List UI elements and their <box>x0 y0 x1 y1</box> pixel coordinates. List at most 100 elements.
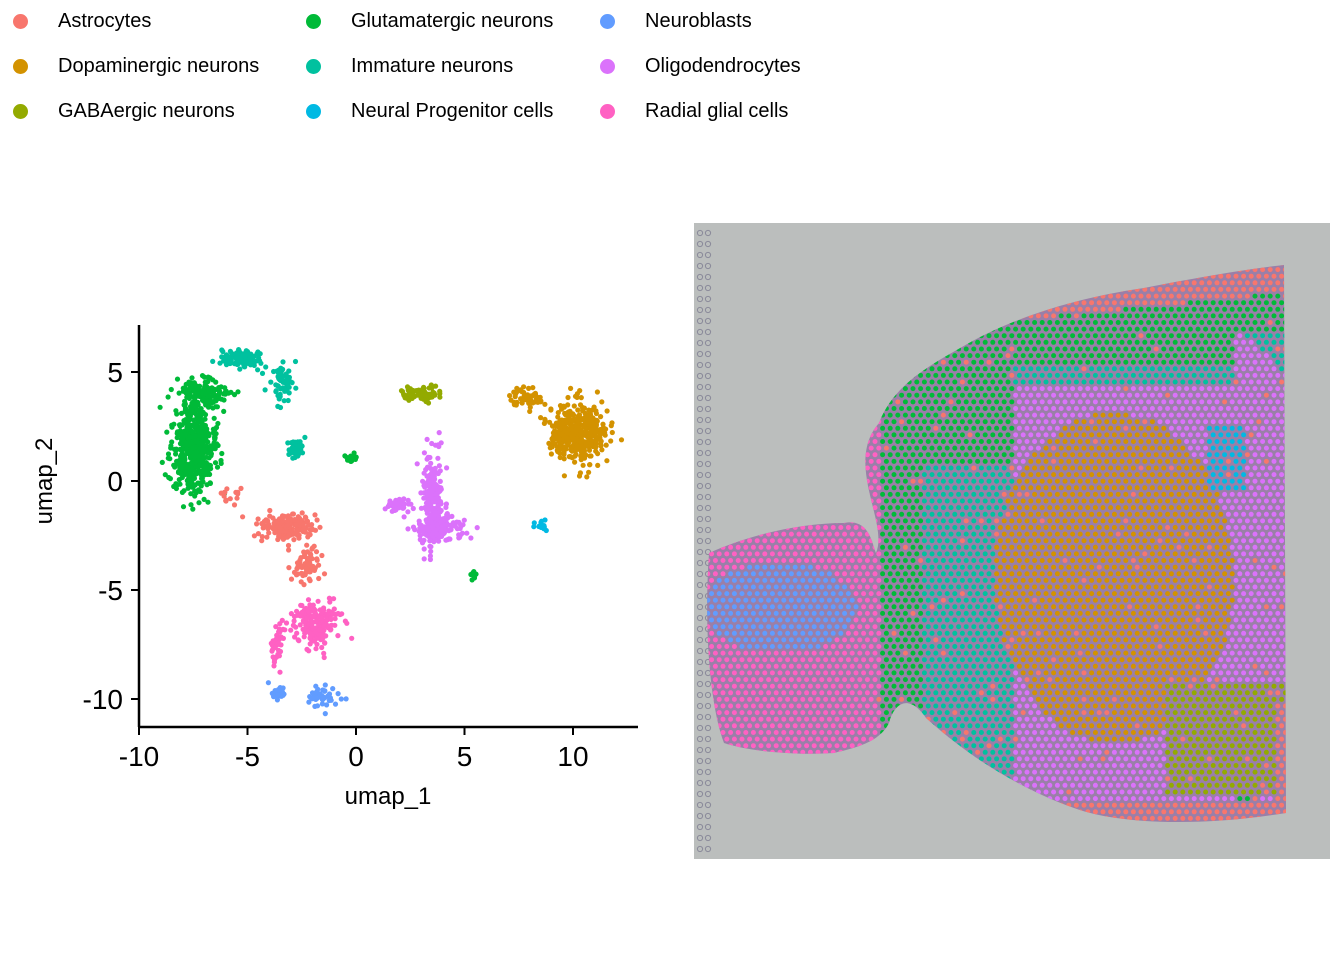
spatial-spot <box>1244 333 1250 339</box>
spatial-spot <box>1244 359 1250 365</box>
spatial-spot <box>1142 300 1148 306</box>
spatial-spot <box>1058 326 1064 332</box>
spatial-spot <box>1153 333 1159 339</box>
spatial-spot <box>933 386 939 392</box>
spatial-spot <box>952 353 958 359</box>
spatial-spot <box>1229 306 1235 312</box>
spatial-spot <box>1275 320 1281 325</box>
umap-point <box>609 429 615 436</box>
umap-point <box>302 434 308 440</box>
spatial-spot <box>1123 425 1129 431</box>
spatial-spot <box>1104 379 1110 385</box>
umap-point <box>437 390 443 397</box>
umap-point <box>319 552 325 559</box>
spatial-spot <box>1153 320 1159 325</box>
spatial-spot <box>910 399 916 405</box>
spatial-spot <box>1252 333 1258 339</box>
legend-item: Dopaminergic neurons <box>13 54 259 78</box>
spatial-spot <box>1108 439 1114 444</box>
umap-point <box>548 406 554 412</box>
spatial-spot <box>1016 439 1022 444</box>
umap-point <box>565 409 572 415</box>
spatial-spot <box>994 412 1000 418</box>
spatial-spot <box>1218 392 1224 398</box>
spatial-spot <box>1168 306 1174 312</box>
spatial-spot <box>1233 406 1239 411</box>
spatial-spot <box>1119 366 1125 372</box>
spatial-spot <box>994 359 1000 365</box>
umap-point <box>270 654 276 660</box>
spatial-spot <box>978 386 984 392</box>
spatial-spot <box>1229 425 1235 431</box>
umap-point <box>316 575 322 582</box>
spatial-spot <box>1085 333 1091 339</box>
spatial-spot <box>1218 273 1224 279</box>
fiducial-dot <box>696 647 704 655</box>
spatial-spot <box>1111 392 1117 398</box>
spatial-spot <box>1077 386 1083 392</box>
spatial-spot <box>1172 313 1178 319</box>
fiducial-dots <box>696 229 712 853</box>
spatial-spot <box>990 458 996 464</box>
spatial-spot <box>1096 392 1102 398</box>
umap-point <box>290 511 296 517</box>
umap-point <box>213 379 219 385</box>
umap-point <box>581 424 587 430</box>
umap-point <box>264 534 270 540</box>
spatial-spot <box>956 386 962 392</box>
spatial-spot <box>895 425 901 431</box>
spatial-spot <box>1108 293 1114 299</box>
umap-point <box>314 517 320 523</box>
spatial-spot <box>902 452 908 458</box>
spatial-spot <box>1138 359 1144 365</box>
spatial-spot <box>1256 339 1262 345</box>
fiducial-dot <box>704 262 712 270</box>
spatial-spot <box>1085 425 1091 431</box>
legend-label: Oligodendrocytes <box>645 54 801 77</box>
umap-point <box>588 413 594 419</box>
spatial-spot <box>1089 445 1095 451</box>
spatial-spot <box>971 386 977 392</box>
umap-point <box>315 598 321 604</box>
spatial-spot <box>1013 366 1019 372</box>
spatial-spot <box>1070 412 1076 418</box>
umap-point <box>434 522 441 528</box>
spatial-spot <box>1191 386 1197 392</box>
umap-point <box>271 527 277 533</box>
spatial-spot <box>1187 353 1193 359</box>
spatial-spot <box>959 379 965 385</box>
spatial-spot <box>1054 386 1060 392</box>
spatial-spot <box>997 353 1003 359</box>
umap-point <box>417 533 423 539</box>
spatial-spot <box>1256 432 1262 438</box>
spatial-spot <box>1066 366 1072 372</box>
spatial-spot <box>1176 412 1182 418</box>
fiducial-dot <box>704 768 712 776</box>
umap-point <box>313 646 319 652</box>
x-tick-label: 10 <box>557 741 588 772</box>
umap-point <box>512 394 518 400</box>
umap-point <box>324 611 330 617</box>
spatial-spot <box>1066 406 1072 411</box>
spatial-spot <box>1073 353 1079 359</box>
spatial-spot <box>1252 412 1258 418</box>
spatial-spot <box>1271 339 1277 345</box>
umap-point <box>164 429 170 435</box>
spatial-spot <box>925 425 931 431</box>
spatial-spot <box>1146 452 1152 458</box>
umap-point <box>542 401 548 407</box>
umap-point <box>227 496 233 502</box>
umap-point <box>309 522 315 528</box>
spatial-spot <box>975 445 981 451</box>
umap-point <box>586 435 592 441</box>
spatial-spot <box>1089 366 1095 372</box>
fiducial-dot <box>696 306 704 314</box>
spatial-spot <box>1039 320 1045 325</box>
spatial-spot <box>1142 326 1148 332</box>
spatial-spot <box>1085 359 1091 365</box>
spatial-spot <box>1130 372 1136 378</box>
spatial-spot <box>952 432 958 438</box>
spatial-spot <box>1157 445 1163 451</box>
spatial-spot <box>1275 452 1281 458</box>
spatial-spot <box>1225 286 1231 292</box>
